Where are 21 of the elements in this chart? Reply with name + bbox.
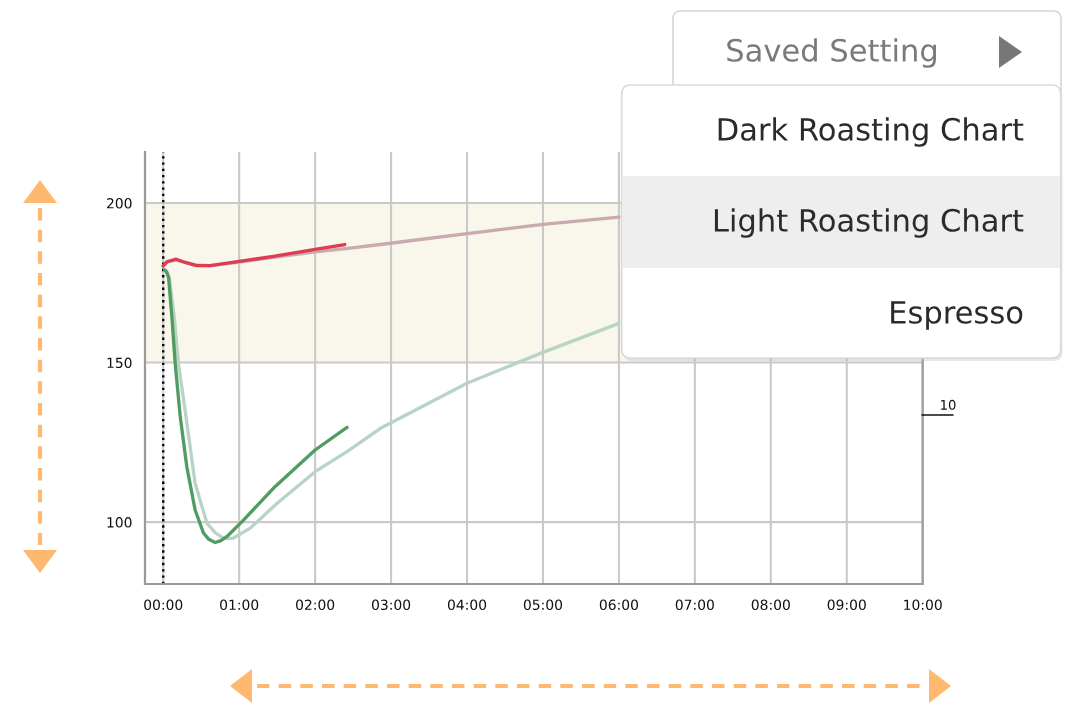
x-tick-label: 02:00 [296,599,335,611]
y-tick-label: 100 [107,517,132,528]
x-tick-label: 05:00 [523,599,563,611]
x-tick-label: 04:00 [447,599,487,611]
annotation: Light Roasting Chart [714,208,1024,238]
text: 10 [941,399,956,410]
x-tick-label: 07:00 [675,599,714,611]
line-series [163,268,349,545]
y-tick-label: 150 [107,357,132,369]
y-tick-label: 200 [107,198,132,209]
x-tick-label: 08:00 [751,599,790,611]
x-tick-label: 01:00 [220,599,259,611]
x-tick-label: 10:00 [904,599,942,611]
x-tick-label: 06:00 [599,599,638,611]
x-tick-label: 00:00 [144,599,183,611]
x-tick-label: 03:00 [371,599,411,611]
text: Saved Setting [727,38,936,68]
x-tick-label: 09:00 [827,599,866,611]
annotation: Espresso [891,301,1023,330]
text: Dark Roasting Chart [718,117,1024,147]
line-series [161,242,347,268]
